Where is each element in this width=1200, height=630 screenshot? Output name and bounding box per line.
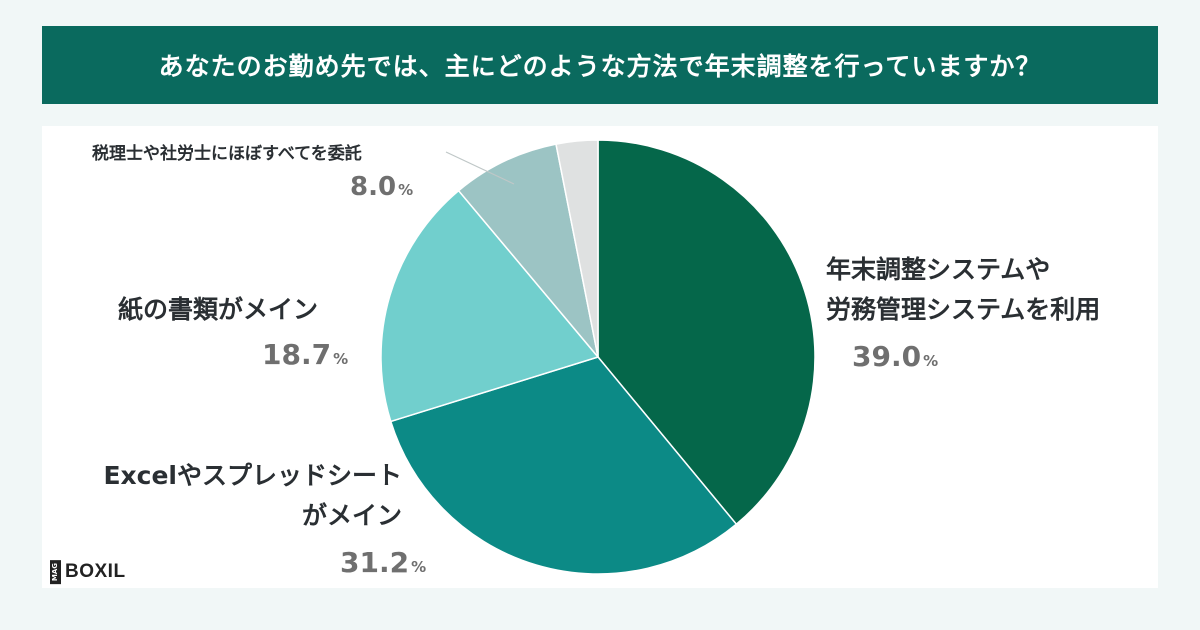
value-paper: 18.7% [262, 338, 348, 371]
chart-title: あなたのお勤め先では、主にどのような方法で年末調整を行っていますか？ [158, 52, 1042, 81]
leader-line-outsourced [445, 151, 515, 185]
brand-logo: MAG BOXIL [50, 560, 126, 585]
slice-excel [389, 356, 738, 575]
slice-paper [380, 189, 600, 423]
value-system-number: 39.0 [852, 340, 922, 373]
slice-outsourced [457, 143, 599, 358]
value-outsourced: 8.0% [350, 172, 413, 202]
value-outsourced-unit: % [398, 181, 414, 199]
brand-name: BOXIL [65, 561, 126, 583]
title-bar: あなたのお勤め先では、主にどのような方法で年末調整を行っていますか？ [42, 26, 1158, 104]
label-system-line2: 労務管理システムを利用 [826, 295, 1101, 324]
label-paper-line1: 紙の書類がメイン [118, 295, 319, 324]
label-excel-line2: がメイン [301, 501, 402, 530]
value-paper-number: 18.7 [262, 338, 332, 371]
label-excel-line1: Excelやスプレッドシート [103, 461, 402, 490]
slice-other [555, 139, 599, 358]
label-excel: Excelやスプレッドシート がメイン [62, 456, 402, 536]
value-outsourced-number: 8.0 [350, 172, 397, 202]
label-paper: 紙の書類がメイン [118, 290, 318, 330]
label-system: 年末調整システムや 労務管理システムを利用 [826, 250, 1100, 330]
brand-mag: MAG [50, 560, 61, 585]
value-system: 39.0% [852, 340, 938, 373]
label-outsourced: 税理士や社労士にほぼすべてを委託 [92, 142, 362, 166]
value-system-unit: % [923, 352, 939, 370]
value-paper-unit: % [333, 350, 349, 368]
slice-system [597, 139, 816, 526]
label-outsourced-line1: 税理士や社労士にほぼすべてを委託 [92, 144, 362, 164]
value-excel: 31.2% [340, 546, 426, 579]
label-system-line1: 年末調整システムや [826, 255, 1051, 284]
value-excel-number: 31.2 [340, 546, 410, 579]
value-excel-unit: % [411, 558, 427, 576]
